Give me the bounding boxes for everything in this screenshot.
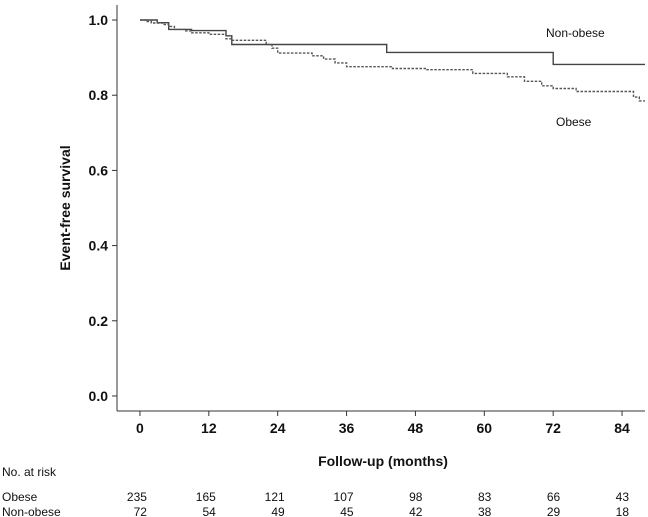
y-tick-label: 1.0: [89, 12, 109, 28]
y-tick-label: 0.8: [89, 87, 109, 103]
x-tick-label: 12: [201, 420, 217, 436]
y-tick-label: 0.0: [89, 388, 109, 404]
risk-count: 83: [478, 490, 492, 504]
series-line-obese: [140, 19, 645, 102]
x-tick-label: 48: [408, 420, 424, 436]
risk-count: 38: [478, 505, 492, 517]
risk-count: 29: [547, 505, 561, 517]
risk-count: 66: [547, 490, 561, 504]
risk-count: 235: [127, 490, 147, 504]
series-layer: [140, 19, 645, 102]
y-tick-label: 0.2: [89, 313, 109, 329]
y-tick-label: 0.4: [89, 238, 109, 254]
risk-row-label: Non-obese: [2, 505, 61, 517]
y-tick-label: 0.6: [89, 162, 109, 178]
x-axis-title: Follow-up (months): [318, 453, 448, 469]
x-tick-label: 24: [270, 420, 286, 436]
x-tick-label: 0: [136, 420, 144, 436]
risk-table-title: No. at risk: [2, 465, 57, 479]
risk-count: 18: [616, 505, 630, 517]
risk-count: 121: [265, 490, 285, 504]
series-label-obese: Obese: [556, 115, 592, 129]
risk-count: 72: [134, 505, 148, 517]
risk-count: 43: [616, 490, 630, 504]
x-tick-label: 84: [614, 420, 630, 436]
series-label-non-obese: Non-obese: [546, 26, 605, 40]
risk-table: No. at risk Obese 235 165 121 107 98 83 66 43 Non…: [2, 465, 629, 517]
series-labels: Non-obese Obese: [546, 26, 605, 129]
risk-count: 165: [196, 490, 216, 504]
risk-count: 98: [409, 490, 423, 504]
risk-count: 54: [202, 505, 216, 517]
x-ticks: 0 12 24 36 48 60 72 84: [136, 411, 630, 436]
risk-count: 42: [409, 505, 423, 517]
x-tick-label: 60: [477, 420, 493, 436]
risk-count: 49: [271, 505, 285, 517]
plot-frame: [116, 5, 645, 412]
x-tick-label: 72: [545, 420, 561, 436]
x-tick-label: 36: [339, 420, 355, 436]
risk-row-label: Obese: [2, 490, 38, 504]
y-ticks: 0.0 0.2 0.4 0.6 0.8 1.0: [89, 12, 117, 404]
risk-count: 107: [334, 490, 354, 504]
risk-count: 45: [340, 505, 354, 517]
y-axis-title: Event-free survival: [57, 145, 73, 270]
